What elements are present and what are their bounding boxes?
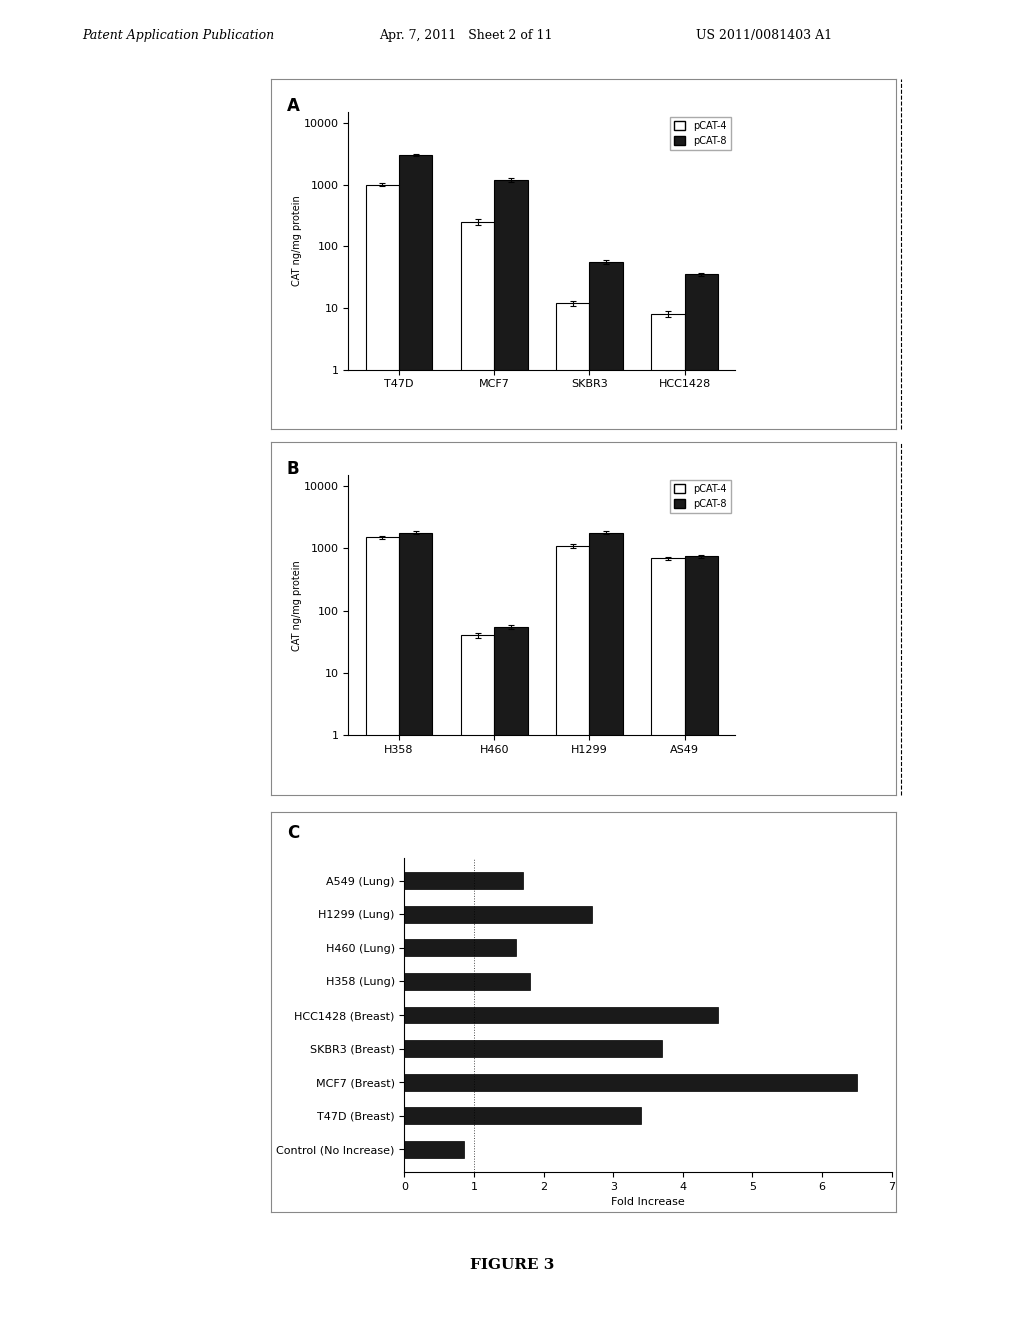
Bar xyxy=(404,1074,857,1090)
Bar xyxy=(590,532,623,1320)
Bar xyxy=(404,906,593,923)
Bar xyxy=(404,1107,641,1125)
Bar xyxy=(684,275,718,1320)
Bar xyxy=(495,627,527,1320)
Bar xyxy=(404,1007,718,1023)
Legend: pCAT-4, pCAT-8: pCAT-4, pCAT-8 xyxy=(670,117,730,149)
Bar xyxy=(556,546,590,1320)
Bar xyxy=(404,973,529,990)
Bar xyxy=(556,304,590,1320)
Bar xyxy=(495,180,527,1320)
Bar xyxy=(399,532,432,1320)
Bar xyxy=(461,635,495,1320)
X-axis label: Fold Increase: Fold Increase xyxy=(611,1197,685,1208)
Bar xyxy=(366,185,399,1320)
Bar xyxy=(404,940,516,956)
Text: C: C xyxy=(287,824,299,842)
Bar xyxy=(651,314,684,1320)
Bar xyxy=(404,1040,662,1057)
Text: US 2011/0081403 A1: US 2011/0081403 A1 xyxy=(696,29,833,42)
Y-axis label: CAT ng/mg protein: CAT ng/mg protein xyxy=(292,195,302,286)
Legend: pCAT-4, pCAT-8: pCAT-4, pCAT-8 xyxy=(670,480,730,512)
Bar xyxy=(684,556,718,1320)
Bar xyxy=(461,222,495,1320)
Bar xyxy=(399,156,432,1320)
Bar xyxy=(366,537,399,1320)
Bar xyxy=(590,263,623,1320)
Bar xyxy=(404,1140,464,1158)
Text: FIGURE 3: FIGURE 3 xyxy=(470,1258,554,1271)
Y-axis label: CAT ng/mg protein: CAT ng/mg protein xyxy=(292,560,302,651)
Text: Apr. 7, 2011   Sheet 2 of 11: Apr. 7, 2011 Sheet 2 of 11 xyxy=(379,29,552,42)
Bar xyxy=(651,558,684,1320)
Text: Patent Application Publication: Patent Application Publication xyxy=(82,29,274,42)
Text: B: B xyxy=(287,459,300,478)
Text: A: A xyxy=(287,96,300,115)
Bar xyxy=(404,873,523,890)
